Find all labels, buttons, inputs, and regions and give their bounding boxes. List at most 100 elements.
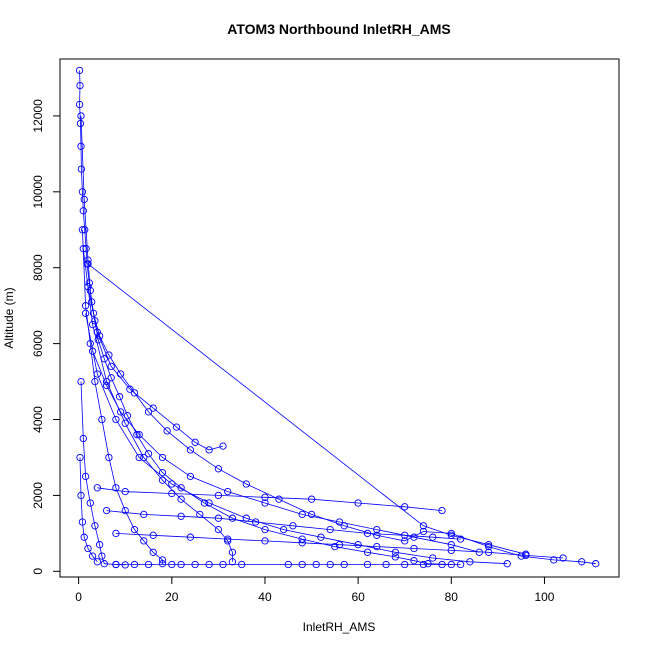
data-point: [177, 512, 185, 520]
data-point: [419, 522, 428, 530]
data-point: [592, 560, 600, 568]
x-tick-label: 40: [258, 590, 272, 604]
data-point: [88, 552, 97, 560]
data-point: [373, 531, 381, 539]
data-point: [391, 553, 400, 561]
data-point: [88, 347, 97, 355]
data-point: [78, 518, 87, 526]
data-point: [228, 558, 237, 566]
data-point: [130, 525, 139, 534]
data-point: [205, 446, 213, 454]
chart-title: ATOM3 Northbound InletRH_AMS: [227, 21, 450, 37]
data-point: [205, 560, 213, 569]
data-point: [401, 503, 409, 511]
series-line: [82, 248, 233, 562]
data-point: [363, 548, 372, 556]
data-point: [224, 537, 232, 545]
data-point: [298, 535, 306, 543]
data-point: [86, 286, 94, 295]
data-point: [77, 142, 85, 150]
data-point: [373, 542, 381, 551]
data-point: [135, 453, 143, 462]
data-point: [91, 522, 99, 530]
data-point: [214, 465, 223, 473]
data-point: [158, 468, 167, 477]
data-point: [98, 552, 106, 560]
data-point: [78, 226, 87, 234]
data-point: [112, 529, 120, 538]
y-tick-label: 8000: [31, 254, 45, 281]
data-point: [80, 195, 88, 204]
data-point: [98, 415, 106, 424]
data-point: [401, 531, 409, 539]
y-tick-label: 12000: [31, 99, 45, 133]
data-point: [307, 510, 316, 519]
data-point: [340, 560, 348, 569]
data-point: [130, 389, 139, 397]
data-point: [578, 558, 586, 566]
data-point: [79, 207, 87, 215]
x-tick-label: 100: [534, 590, 554, 604]
data-point: [456, 535, 465, 543]
y-axis-title: Altitude (m): [2, 287, 16, 348]
data-point: [76, 119, 85, 128]
data-point: [140, 510, 148, 519]
data-point: [224, 487, 232, 496]
data-point: [78, 188, 87, 196]
data-point: [228, 548, 237, 556]
data-point: [559, 554, 567, 562]
data-point: [228, 514, 237, 522]
data-point: [105, 351, 113, 359]
data-point: [130, 560, 139, 569]
data-point: [410, 557, 418, 565]
data-point: [84, 544, 92, 553]
data-point: [191, 560, 199, 569]
x-tick-label: 60: [351, 590, 365, 604]
data-point: [363, 529, 372, 538]
data-point: [279, 525, 288, 534]
data-point: [102, 506, 111, 515]
data-point: [484, 541, 493, 549]
data-point: [84, 283, 92, 291]
data-point: [447, 546, 455, 555]
x-tick-label: 80: [445, 590, 459, 604]
data-point: [419, 527, 428, 536]
data-point: [100, 560, 108, 568]
series-line: [115, 533, 564, 559]
data-point: [219, 560, 227, 569]
data-point: [76, 453, 84, 462]
data-point: [200, 499, 209, 507]
data-point: [102, 381, 111, 390]
data-point: [363, 560, 372, 569]
data-point: [214, 491, 223, 500]
data-point: [81, 309, 90, 317]
data-point: [163, 427, 171, 435]
data-point: [149, 404, 157, 412]
data-point: [93, 558, 101, 566]
data-point: [238, 560, 246, 569]
series-line: [79, 457, 98, 563]
series-line: [80, 381, 126, 566]
data-point: [89, 309, 98, 317]
data-point: [149, 548, 157, 556]
data-point: [77, 165, 86, 173]
data-point: [93, 370, 101, 378]
data-point: [326, 525, 334, 534]
data-point: [401, 560, 409, 569]
data-point: [80, 533, 88, 541]
data-point: [354, 541, 362, 549]
data-point: [331, 542, 339, 551]
data-point: [242, 480, 250, 488]
data-point: [484, 542, 493, 551]
data-point: [81, 302, 90, 310]
data-point: [135, 431, 143, 439]
data-point: [172, 423, 181, 431]
data-point: [140, 453, 148, 462]
data-point: [77, 112, 85, 120]
data-point: [93, 484, 101, 492]
data-point: [91, 377, 99, 386]
data-point: [79, 245, 87, 253]
data-point: [312, 560, 320, 569]
